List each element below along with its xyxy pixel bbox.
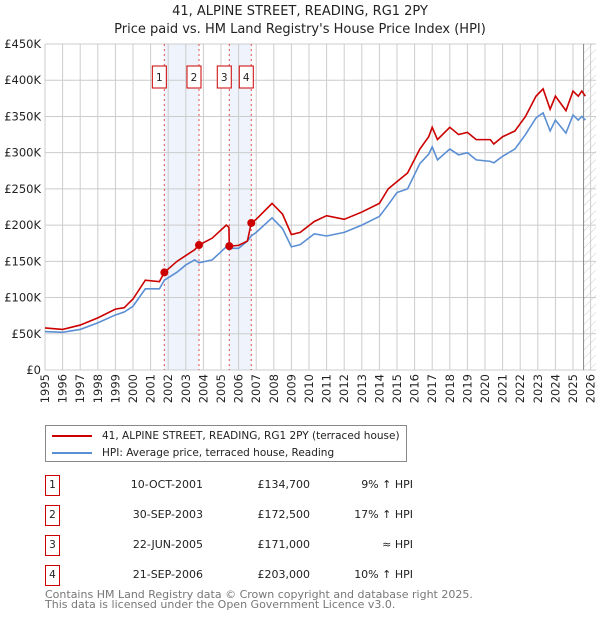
hpi-line (44, 111, 586, 334)
chart-subtitle: Price paid vs. HM Land Registry's House … (114, 22, 486, 37)
sale-point (195, 241, 203, 250)
sale-price: £134,700 (257, 478, 311, 491)
x-tick-label: 2015 (390, 374, 404, 403)
y-tick-label: £350K (4, 109, 41, 123)
x-tick-label: 2013 (355, 374, 369, 403)
sale-point (225, 242, 234, 251)
x-tick-label: 2004 (196, 374, 210, 403)
x-tick-label: 2010 (302, 374, 316, 403)
sale-row: 4 21-SEP-2006 £203,000 10% ↑ HPI (45, 565, 413, 587)
sale-date: 22-JUN-2005 (132, 538, 203, 551)
sale-number: 1 (45, 475, 60, 496)
sale-row: 1 10-OCT-2001 £134,700 9% ↑ HPI (45, 475, 413, 497)
y-tick-label: £100K (4, 291, 41, 305)
x-tick-label: 2009 (284, 374, 298, 403)
x-tick-label: 2017 (425, 374, 439, 403)
footer: Contains HM Land Registry data © Crown c… (45, 588, 473, 611)
x-tick-label: 2023 (531, 374, 545, 403)
y-tick-label: £450K (4, 37, 41, 51)
sale-marker-label: 2 (191, 72, 198, 84)
sale-price: £172,500 (257, 508, 311, 521)
x-tick-label: 2003 (179, 374, 193, 403)
sale-marker-label: 1 (156, 72, 163, 84)
sale-point (160, 268, 169, 277)
x-tick-label: 2011 (320, 374, 334, 403)
sale-number: 3 (45, 535, 60, 556)
property-price-line (44, 87, 586, 331)
sale-hpi-diff: 9% ↑ HPI (361, 478, 413, 491)
x-tick-label: 1998 (91, 374, 105, 403)
holding-band (229, 44, 252, 370)
sale-marker-box (186, 65, 202, 89)
x-tick-label: 2007 (249, 374, 263, 403)
x-tick-label: 2022 (513, 374, 527, 403)
footer-licence: This data is licensed under the Open Gov… (45, 598, 396, 611)
x-tick-label: 2016 (408, 374, 422, 403)
legend-swatch-property (52, 435, 92, 437)
legend-label-hpi: HPI: Average price, terraced house, Read… (102, 447, 335, 459)
x-tick-label: 2020 (478, 374, 492, 403)
sale-hpi-diff: 17% ↑ HPI (354, 508, 413, 521)
x-tick-label: 2025 (566, 374, 580, 403)
sale-price: £171,000 (257, 538, 311, 551)
y-tick-label: £0 (26, 363, 41, 377)
x-tick-label: 2024 (548, 374, 562, 403)
legend-item-property: 41, ALPINE STREET, READING, RG1 2PY (ter… (52, 428, 400, 444)
sale-marker-box (216, 65, 232, 89)
sale-marker-box (238, 65, 254, 89)
x-tick-label: 2008 (267, 374, 281, 403)
footer-copyright: Contains HM Land Registry data © Crown c… (45, 588, 473, 601)
sale-date: 30-SEP-2003 (132, 508, 203, 521)
x-tick-label: 1997 (73, 374, 87, 403)
sale-marker-box (151, 65, 167, 89)
sale-row: 2 30-SEP-2003 £172,500 17% ↑ HPI (45, 505, 413, 527)
legend-item-hpi: HPI: Average price, terraced house, Read… (52, 445, 334, 461)
x-tick-label: 2005 (214, 374, 228, 403)
sale-row: 3 22-JUN-2005 £171,000 ≈ HPI (45, 535, 413, 557)
x-tick-label: 2001 (144, 374, 158, 403)
price-chart: £0 £50K £100K £150K £200K £250K £300K £350K £400… (4, 37, 598, 403)
x-tick-label: 2026 (584, 374, 598, 403)
x-tick-label: 2006 (232, 374, 246, 403)
sale-hpi-diff: 10% ↑ HPI (354, 568, 413, 581)
y-tick-label: £150K (4, 254, 41, 268)
y-tick-label: £400K (4, 73, 41, 87)
x-tick-label: 2014 (372, 374, 386, 403)
y-tick-label: £250K (4, 182, 41, 196)
sale-price: £203,000 (257, 568, 311, 581)
x-tick-label: 2000 (126, 374, 140, 403)
y-tick-label: £300K (4, 146, 41, 160)
y-tick-label: £50K (12, 327, 42, 341)
holding-band (164, 44, 199, 370)
y-tick-label: £200K (4, 218, 41, 232)
x-tick-label: 2019 (460, 374, 474, 403)
x-tick-label: 2012 (337, 374, 351, 403)
x-tick-label: 1999 (108, 374, 122, 403)
sale-date: 10-OCT-2001 (130, 478, 203, 491)
sale-hpi-diff: ≈ HPI (382, 538, 413, 551)
sale-date: 21-SEP-2006 (132, 568, 203, 581)
sale-number: 2 (45, 505, 60, 526)
x-tick-label: 2018 (443, 374, 457, 403)
x-tick-label: 2002 (161, 374, 175, 403)
sale-point (247, 218, 256, 227)
x-tick-label: 1996 (56, 374, 70, 403)
sale-marker-label: 4 (243, 72, 250, 84)
x-tick-label: 1995 (38, 374, 52, 403)
legend-swatch-hpi (52, 452, 92, 454)
sale-number: 4 (45, 565, 60, 586)
x-tick-label: 2021 (496, 374, 510, 403)
chart-title: 41, ALPINE STREET, READING, RG1 2PY (172, 4, 428, 19)
forecast-region (583, 44, 596, 370)
legend-label-property: 41, ALPINE STREET, READING, RG1 2PY (ter… (102, 430, 400, 442)
sale-marker-label: 3 (221, 72, 228, 84)
legend: 41, ALPINE STREET, READING, RG1 2PY (ter… (45, 425, 407, 462)
